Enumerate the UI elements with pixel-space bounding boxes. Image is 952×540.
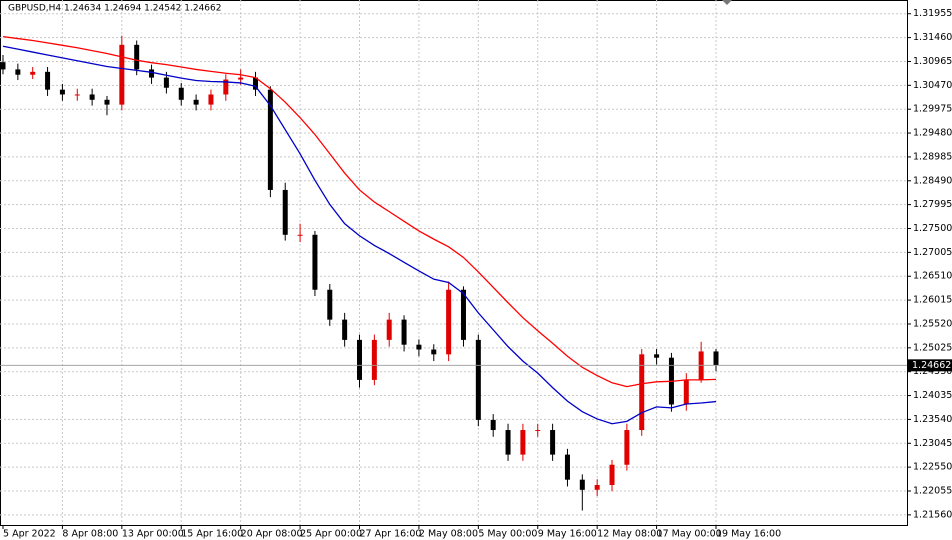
y-tick-label: 1.31955	[913, 8, 952, 19]
y-tick-label: 1.27005	[913, 247, 952, 258]
y-tick-label: 1.23045	[913, 438, 952, 449]
candle-body	[579, 479, 585, 490]
candle-body	[74, 94, 80, 96]
candle-body	[594, 484, 600, 490]
y-tick-label: 1.27995	[913, 199, 952, 210]
y-tick-label: 1.28490	[913, 175, 952, 186]
y-tick-label: 1.27500	[913, 223, 952, 234]
y-tick-label: 1.22055	[913, 486, 952, 497]
candle-body	[119, 44, 125, 105]
last-price-box	[908, 359, 952, 372]
x-tick-label: 17 May 00:00	[657, 529, 722, 540]
plot-frame	[0, 0, 908, 526]
x-tick-label: 25 Apr 00:00	[300, 529, 362, 540]
candle-body	[371, 339, 377, 380]
chart-title: GBPUSD,H4 1.24634 1.24694 1.24542 1.2466…	[8, 4, 221, 14]
x-tick-label: 8 Apr 08:00	[62, 529, 118, 540]
x-tick-label: 5 May 00:00	[478, 529, 537, 540]
grid	[0, 0, 907, 525]
candle-body	[490, 419, 496, 431]
y-tick-label: 1.26015	[913, 295, 952, 306]
y-tick-label: 1.25025	[913, 342, 952, 353]
candle-body	[134, 44, 140, 70]
candle-body	[624, 430, 630, 465]
candle-body	[342, 319, 348, 340]
candle-body	[654, 354, 660, 358]
candle-body	[609, 464, 615, 485]
candle-body	[238, 77, 244, 80]
candle-body	[253, 77, 259, 90]
candle-body	[149, 69, 155, 78]
candle-body	[178, 87, 184, 100]
candle-body	[104, 99, 110, 105]
candle-body	[59, 89, 65, 95]
candle-body	[401, 319, 407, 345]
shift-marker	[722, 0, 732, 5]
candle-body	[520, 430, 526, 455]
candle-body	[30, 71, 36, 75]
y-tick-label: 1.26510	[913, 271, 952, 282]
candle-body	[267, 89, 273, 190]
candle-body	[431, 349, 437, 355]
y-tick-label: 1.28985	[913, 151, 952, 162]
x-tick-label: 15 Apr 16:00	[181, 529, 243, 540]
candle-body	[564, 454, 570, 480]
x-tick-label: 13 Apr 00:00	[122, 529, 184, 540]
x-tick-label: 19 May 16:00	[716, 529, 781, 540]
candle-body	[416, 344, 422, 350]
candle-body	[683, 379, 689, 405]
y-tick-label: 1.30470	[913, 80, 952, 91]
y-tick-label: 1.25520	[913, 318, 952, 329]
x-tick-label: 2 May 08:00	[419, 529, 478, 540]
marks	[0, 35, 907, 511]
x-tick-label: 12 May 08:00	[597, 529, 662, 540]
y-tick-label: 1.30965	[913, 56, 952, 67]
y-tick-label: 1.22550	[913, 462, 952, 473]
y-tick-label: 1.31460	[913, 32, 952, 43]
candle-body	[327, 289, 333, 320]
y-tick-label: 1.29480	[913, 128, 952, 139]
x-tick-label: 27 Apr 16:00	[360, 529, 422, 540]
moving-average	[2, 45, 717, 425]
candle-body	[15, 69, 21, 75]
x-tick-label: 9 May 16:00	[538, 529, 597, 540]
y-tick-label: 1.29975	[913, 104, 952, 115]
candle-body	[446, 289, 452, 355]
candle-body	[460, 289, 466, 340]
y-tick-label: 1.24530	[913, 366, 952, 377]
candle-body	[0, 62, 6, 70]
candle-body	[713, 351, 719, 366]
y-tick-label: 1.21560	[913, 509, 952, 520]
candle-body	[475, 339, 481, 420]
candle-body	[223, 79, 229, 95]
x-tick-label: 20 Apr 08:00	[241, 529, 303, 540]
candle-body	[163, 77, 169, 88]
candle-body	[386, 319, 392, 340]
y-tick-label: 1.23540	[913, 414, 952, 425]
candle-body	[208, 94, 214, 105]
last-price-label: 1.24662	[912, 360, 951, 371]
candle-body	[505, 430, 511, 455]
candle-body	[550, 430, 556, 455]
candle-body	[312, 234, 318, 290]
moving-average	[2, 35, 717, 388]
candle-body	[535, 430, 541, 432]
candle-body	[89, 94, 95, 100]
y-tick-label: 1.24035	[913, 390, 952, 401]
candle-body	[297, 234, 303, 236]
candle-body	[282, 189, 288, 235]
candle-body	[45, 71, 51, 90]
x-tick-label: 5 Apr 2022	[3, 529, 56, 540]
candle-body	[357, 339, 362, 380]
candle-body	[639, 354, 645, 431]
candle-body	[193, 99, 199, 105]
